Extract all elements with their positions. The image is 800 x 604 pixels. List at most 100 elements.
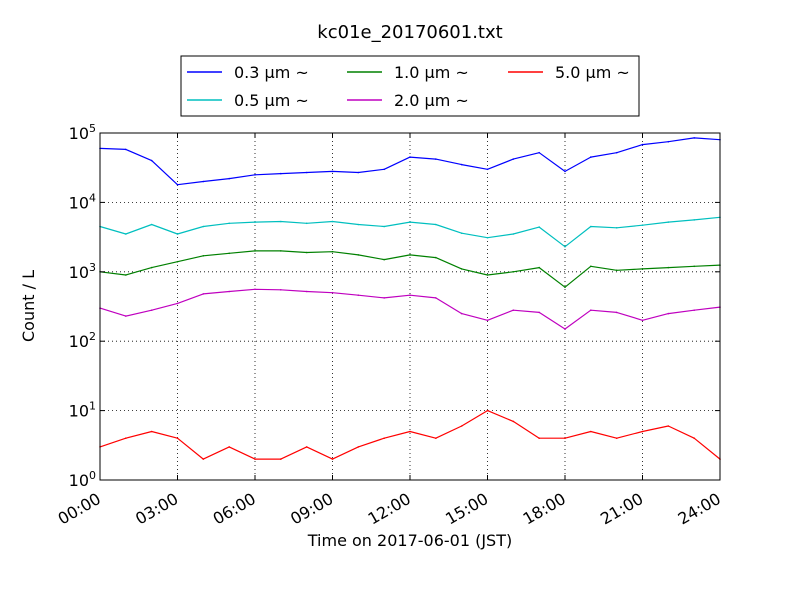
data-point: [512, 271, 515, 273]
data-point: [331, 250, 334, 253]
data-point: [538, 437, 540, 440]
data-point: [693, 309, 695, 312]
data-point: [409, 294, 411, 297]
data-point: [693, 219, 695, 221]
legend-item: 0.5 μm ~: [187, 91, 309, 110]
data-point: [667, 425, 670, 427]
data-point: [409, 254, 411, 256]
legend-label: 1.0 μm ~: [394, 63, 469, 82]
data-point: [435, 223, 437, 226]
data-point: [331, 220, 334, 223]
data-point: [435, 297, 437, 299]
data-point: [383, 225, 386, 228]
series-0: [99, 137, 721, 186]
data-point: [254, 221, 256, 223]
data-point: [125, 315, 127, 317]
x-tick-label: 21:00: [597, 489, 646, 529]
x-tick-label: 09:00: [287, 489, 336, 529]
data-point: [383, 168, 386, 171]
x-tick-label: 03:00: [132, 489, 181, 529]
x-tick-label: 06:00: [210, 489, 259, 529]
x-tick-label: 24:00: [675, 489, 724, 529]
y-tick-label: 104: [69, 191, 96, 212]
y-tick-label: 105: [69, 122, 96, 143]
data-point: [590, 265, 592, 268]
data-point: [357, 223, 360, 226]
data-point: [150, 309, 153, 312]
x-tick-label: 15:00: [442, 489, 491, 529]
data-point: [357, 171, 360, 174]
data-point: [615, 311, 618, 314]
data-point: [693, 265, 695, 268]
data-point: [357, 254, 360, 256]
data-point: [590, 430, 592, 433]
data-point: [176, 437, 179, 440]
data-point: [150, 159, 153, 162]
series-1: [99, 216, 721, 248]
data-point: [150, 430, 153, 433]
x-tick-label: 12:00: [365, 489, 414, 529]
data-point: [486, 409, 489, 412]
data-point: [305, 222, 308, 225]
data-point: [202, 255, 205, 257]
data-point: [460, 232, 463, 234]
y-tick-label: 100: [69, 469, 96, 490]
data-point: [176, 183, 179, 186]
data-point: [254, 288, 256, 291]
data-point: [383, 297, 386, 299]
data-point: [176, 260, 179, 263]
data-point: [305, 446, 308, 448]
data-point: [641, 430, 644, 433]
data-point: [305, 251, 308, 254]
data-point: [538, 226, 540, 228]
data-point: [228, 446, 230, 448]
data-point: [538, 151, 540, 154]
data-point: [564, 245, 566, 248]
axis-ticks: 00:00 03:00 06:00 09:00 12:00 15:00 18:00 21:00…: [55, 122, 724, 529]
data-point: [176, 302, 179, 305]
x-tick-label: 18:00: [520, 489, 569, 529]
legend-label: 2.0 μm ~: [394, 91, 469, 110]
data-point: [409, 430, 411, 433]
data-point: [228, 222, 230, 225]
data-point: [202, 180, 205, 183]
data-point: [435, 256, 437, 259]
data-point: [254, 174, 256, 176]
data-point: [228, 177, 230, 180]
data-point: [125, 274, 127, 276]
data-point: [125, 233, 127, 235]
x-axis-label: Time on 2017-06-01 (JST): [307, 531, 512, 550]
data-point: [357, 446, 360, 448]
data-point: [641, 268, 644, 270]
data-point: [280, 220, 282, 223]
data-point: [512, 420, 515, 423]
data-point: [254, 458, 256, 460]
data-point: [435, 437, 437, 440]
data-point: [228, 290, 230, 293]
data-point: [409, 156, 411, 158]
data-point: [176, 233, 179, 235]
series-3: [99, 288, 721, 330]
data-point: [150, 266, 153, 269]
data-point: [331, 458, 334, 460]
data-point: [435, 158, 437, 160]
data-point: [280, 458, 282, 460]
data-point: [590, 225, 592, 228]
data-point: [125, 437, 127, 440]
data-point: [590, 309, 592, 312]
legend-label: 0.5 μm ~: [234, 91, 309, 110]
data-point: [383, 258, 386, 261]
legend-item: 2.0 μm ~: [347, 91, 469, 110]
data-point: [641, 143, 644, 146]
data-point: [383, 437, 386, 440]
data-point: [254, 250, 256, 252]
series-lines: [99, 137, 721, 460]
data-point: [486, 168, 489, 171]
data-point: [460, 425, 463, 427]
data-point: [305, 171, 308, 174]
data-point: [460, 163, 463, 166]
series-2: [99, 250, 721, 289]
data-point: [202, 293, 205, 295]
data-point: [486, 319, 489, 322]
